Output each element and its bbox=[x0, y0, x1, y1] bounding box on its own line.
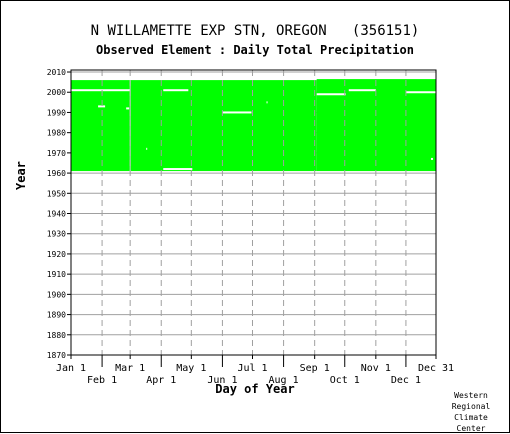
y-tick-label: 1870 bbox=[47, 351, 66, 360]
y-tick-label: 1940 bbox=[47, 210, 66, 219]
missing-data-gap bbox=[266, 101, 268, 104]
x-tick-label: Feb 1 bbox=[87, 375, 117, 386]
y-tick-label: 1970 bbox=[47, 149, 66, 158]
credit-text: Western Regional Climate Center bbox=[451, 391, 491, 433]
missing-data-gap bbox=[71, 89, 131, 92]
y-tick-label: 2010 bbox=[47, 68, 66, 77]
y-tick-label: 1890 bbox=[47, 311, 66, 320]
missing-data-gap bbox=[316, 93, 346, 96]
x-tick-label: Apr 1 bbox=[146, 375, 176, 386]
plot-border bbox=[70, 69, 437, 356]
y-axis-label: Year bbox=[14, 161, 28, 190]
x-tick-label: Jan 1 bbox=[56, 363, 86, 374]
x-tick-label: Oct 1 bbox=[330, 375, 360, 386]
missing-data-gap bbox=[126, 107, 130, 110]
y-tick-label: 1960 bbox=[47, 169, 66, 178]
y-tick-label: 2000 bbox=[47, 88, 66, 97]
x-tick-label: Dec 1 bbox=[391, 375, 421, 386]
y-tick-label: 1950 bbox=[47, 189, 66, 198]
y-tick-label: 1910 bbox=[47, 270, 66, 279]
x-tick-label: Mar 1 bbox=[115, 363, 145, 374]
x-tick-label: Sep 1 bbox=[300, 363, 330, 374]
x-tick-label: Dec 31 bbox=[418, 363, 454, 374]
missing-data-gap bbox=[405, 91, 436, 94]
missing-data-gap bbox=[98, 105, 106, 108]
missing-data-gap bbox=[163, 168, 193, 171]
x-tick-label: Jun 1 bbox=[207, 375, 237, 386]
y-tick-label: 1930 bbox=[47, 230, 66, 239]
chart-subtitle: Observed Element : Daily Total Precipita… bbox=[96, 43, 414, 57]
y-tick-label: 1990 bbox=[47, 108, 66, 117]
x-tick-label: Aug 1 bbox=[269, 375, 299, 386]
missing-data-gap bbox=[146, 147, 148, 150]
y-tick-label: 1900 bbox=[47, 290, 66, 299]
missing-data-gap bbox=[348, 89, 376, 92]
y-tick-label: 1920 bbox=[47, 250, 66, 259]
missing-data-gap bbox=[163, 89, 189, 92]
y-tick-label: 1980 bbox=[47, 129, 66, 138]
x-tick-label: Nov 1 bbox=[361, 363, 391, 374]
x-tick-label: May 1 bbox=[176, 363, 206, 374]
data-coverage-block bbox=[71, 80, 317, 172]
missing-data-gap bbox=[222, 111, 252, 114]
chart-title: N WILLAMETTE EXP STN, OREGON (356151) bbox=[90, 23, 420, 39]
x-tick-label: Jul 1 bbox=[237, 363, 267, 374]
y-tick-label: 1880 bbox=[47, 331, 66, 340]
missing-data-gap bbox=[430, 157, 433, 160]
x-axis-label: Day of Year bbox=[215, 382, 295, 396]
